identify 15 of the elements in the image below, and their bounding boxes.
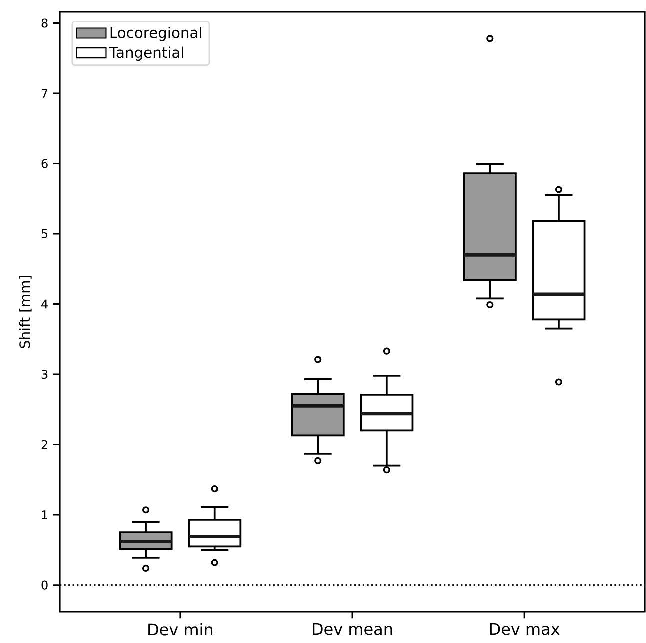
y-axis-title: Shift [mm]	[19, 276, 32, 348]
y-tick-label: 7	[42, 89, 48, 98]
y-tick-label: 3	[42, 370, 48, 380]
y-tick-label: 6	[42, 159, 48, 168]
legend-label: Locoregional	[110, 26, 202, 42]
legend-label: Tangential	[109, 46, 184, 61]
x-tick-label: Dev min	[148, 623, 213, 636]
y-tick-label: 8	[42, 18, 48, 28]
y-tick-label: 4	[42, 300, 48, 309]
y-tick-label: 0	[42, 580, 48, 590]
x-tick-label: Dev mean	[313, 623, 392, 636]
y-tick-label: 1	[42, 510, 48, 520]
y-tick-label: 5	[42, 230, 48, 238]
x-tick-label: Dev max	[490, 623, 560, 636]
y-tick-label: 2	[42, 440, 48, 450]
